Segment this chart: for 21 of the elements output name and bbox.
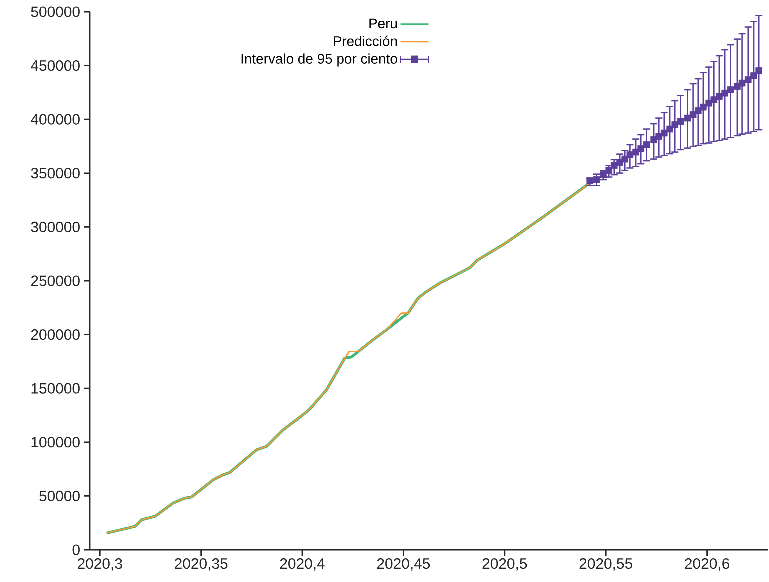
x-tick-label: 2020,3: [78, 558, 122, 571]
x-tick-label: 2020,6: [685, 558, 730, 571]
y-tick-label: 400000: [31, 114, 80, 125]
y-tick-label: 350000: [31, 168, 80, 179]
x-tick-label: 2020,55: [580, 558, 632, 571]
y-tick-label: 200000: [31, 330, 80, 340]
y-tick-label: 500000: [31, 6, 80, 18]
legend-label: Intervalo de 95 por ciento: [242, 54, 398, 67]
y-tick-label: 50000: [40, 490, 80, 502]
y-tick-label: 450000: [31, 60, 80, 72]
y-tick-label: 100000: [32, 437, 80, 448]
y-tick-label: 0: [72, 544, 80, 556]
x-tick-label: 2020,4: [280, 558, 325, 571]
y-tick-label: 300000: [31, 222, 80, 232]
x-tick-label: 2020,5: [482, 558, 528, 571]
x-tick-label: 2020,35: [175, 558, 228, 571]
x-tick-label: 2020,45: [377, 558, 430, 571]
y-tick-label: 150000: [32, 383, 80, 394]
legend-label: Peru: [370, 18, 398, 29]
y-tick-label: 250000: [31, 276, 80, 286]
legend-label: Predicción: [334, 36, 398, 46]
